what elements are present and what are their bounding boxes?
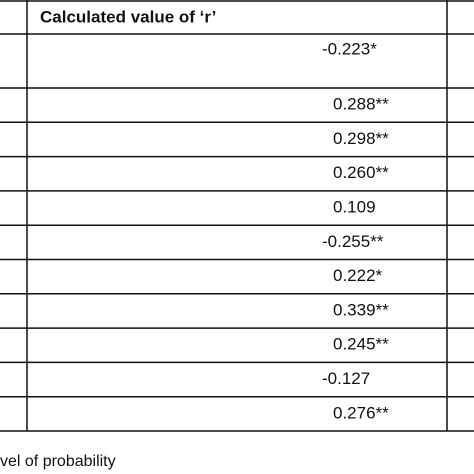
column-header: Calculated value of ‘r’ — [40, 7, 216, 26]
cell-value: 0.245** — [333, 335, 389, 354]
rows: -0.223* 0.288** 0.298** 0.260** 0.109 -0.255*… — [0, 39, 474, 432]
cell-value: 0.260** — [333, 163, 389, 182]
cell-value: 0.109 — [333, 198, 376, 217]
cell-value: 0.288** — [333, 95, 389, 114]
footnote: vel of probability — [0, 453, 116, 470]
cell-value: 0.339** — [333, 300, 389, 319]
cell-value: -0.255** — [322, 232, 384, 251]
cell-value: 0.276** — [333, 403, 389, 422]
cell-value: -0.223* — [322, 39, 377, 58]
cell-value: -0.127 — [322, 369, 370, 388]
cell-value: 0.298** — [333, 129, 389, 148]
cell-value: 0.222* — [333, 266, 383, 285]
